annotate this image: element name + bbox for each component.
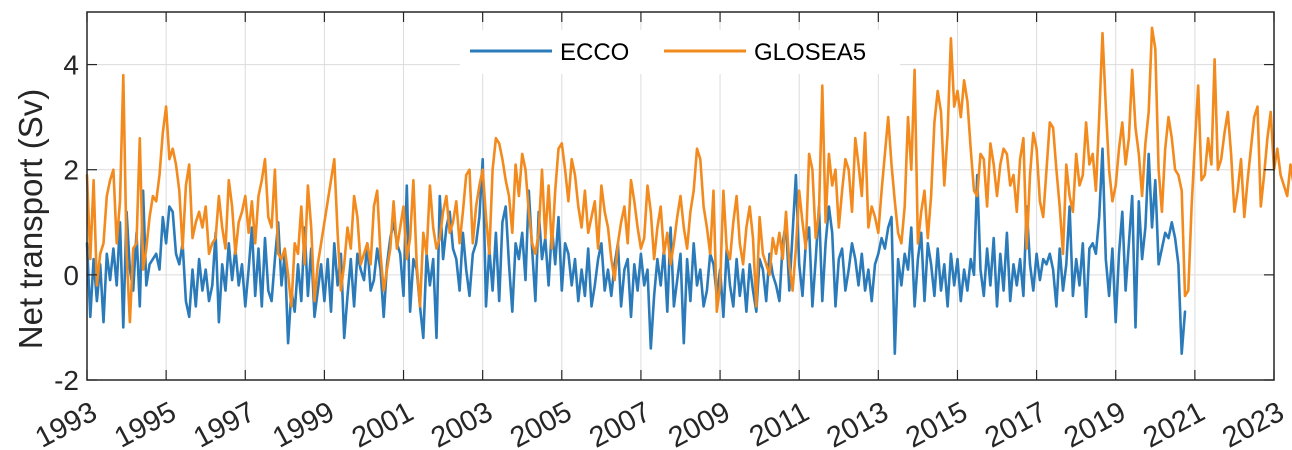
ticks xyxy=(86,12,1275,381)
y-tick-label: 4 xyxy=(63,50,79,81)
x-tick-label: 2015 xyxy=(901,396,973,450)
series-line-glosea5 xyxy=(85,26,1292,324)
y-tick-label: -2 xyxy=(54,365,79,396)
x-tick-label: 2019 xyxy=(1059,396,1131,450)
y-axis-label: Net transport (Sv) xyxy=(12,89,49,349)
x-tick-label: 2005 xyxy=(505,396,577,450)
y-tick-label: 0 xyxy=(63,260,79,291)
x-tick-label: 2001 xyxy=(347,396,419,450)
x-tick-label: 2009 xyxy=(663,396,735,450)
series-line-ecco xyxy=(85,147,1187,356)
x-tick-labels: 1993 1995 1997 1999 2001 2003 2005 2007 2009 2011… xyxy=(30,396,1289,450)
x-tick-label: 1999 xyxy=(268,396,340,450)
x-tick-label: 2021 xyxy=(1138,396,1210,450)
series-layer xyxy=(85,26,1292,356)
legend-label-ecco: ECCO xyxy=(560,39,629,66)
y-tick-labels: -2 0 2 4 xyxy=(54,50,79,396)
x-tick-label: 2023 xyxy=(1217,396,1289,450)
x-tick-label: 1997 xyxy=(189,396,261,450)
y-tick-label: 2 xyxy=(63,155,79,186)
x-tick-label: 2017 xyxy=(980,396,1052,450)
x-tick-label: 2011 xyxy=(744,396,814,450)
x-tick-label: 2013 xyxy=(822,396,894,450)
legend-label-glosea5: GLOSEA5 xyxy=(754,39,866,66)
x-tick-label: 2003 xyxy=(426,396,498,450)
x-tick-label: 1993 xyxy=(30,396,102,450)
plot-frame xyxy=(86,11,1275,381)
x-tick-label: 1995 xyxy=(109,396,181,450)
legend: ECCO GLOSEA5 xyxy=(460,30,900,74)
x-tick-label: 2007 xyxy=(584,396,656,450)
